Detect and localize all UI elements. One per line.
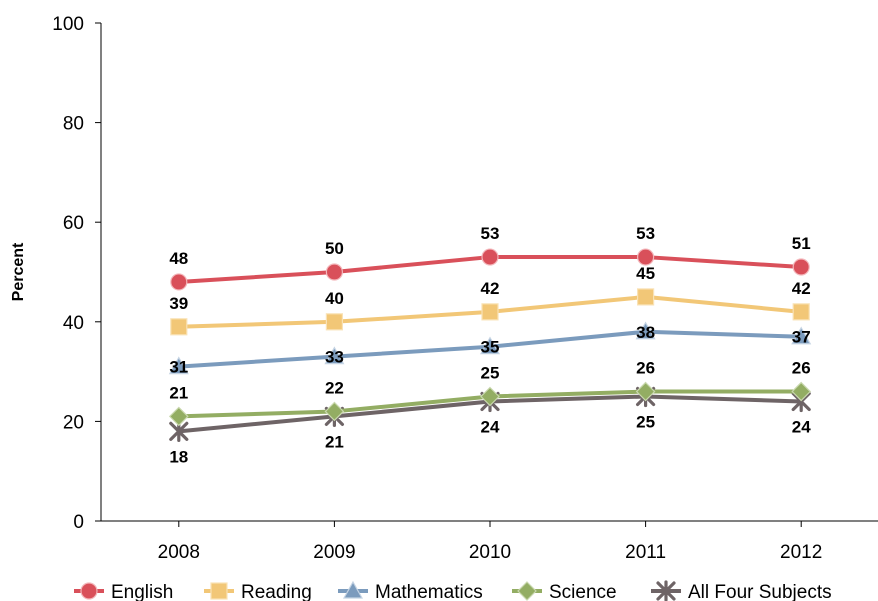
data-point — [791, 326, 812, 345]
x-tick-label: 2012 — [780, 542, 822, 563]
data-label: 33 — [325, 348, 344, 367]
y-tick-label: 40 — [63, 313, 84, 334]
data-label: 21 — [325, 432, 344, 451]
data-label: 31 — [169, 358, 188, 377]
data-point — [792, 258, 810, 276]
data-labels: 48 50 53 53 51 39 40 42 45 42 31 33 35 38 37 21 22 25 26 26… — [169, 224, 811, 466]
data-point — [170, 318, 188, 336]
y-tick-label: 0 — [73, 512, 84, 533]
data-point — [636, 248, 655, 266]
x-tick-label: 2009 — [313, 542, 355, 563]
data-point — [168, 356, 189, 375]
y-tick-label: 60 — [63, 213, 84, 234]
data-label: 21 — [169, 383, 188, 402]
data-label: 25 — [481, 364, 500, 383]
data-label: 45 — [636, 264, 655, 283]
series-reading — [170, 288, 810, 336]
data-point — [324, 401, 345, 422]
series-english — [170, 248, 810, 291]
legend-label: All Four Subjects — [688, 582, 832, 601]
x-tick-label: 2010 — [469, 542, 511, 563]
y-tick-label: 20 — [63, 412, 84, 433]
data-point — [636, 288, 655, 306]
legend-marker — [517, 581, 537, 601]
legend-marker — [80, 582, 98, 600]
data-point — [635, 321, 656, 340]
data-point — [792, 303, 810, 321]
data-label: 37 — [792, 328, 811, 347]
data-label: 53 — [636, 224, 655, 243]
legend-marker — [342, 580, 364, 599]
data-label: 40 — [325, 289, 344, 308]
series-lines — [168, 248, 812, 442]
legend-marker — [656, 580, 676, 601]
data-label: 39 — [169, 294, 188, 313]
data-label: 24 — [792, 417, 811, 436]
data-label: 24 — [481, 417, 500, 436]
legend-label: Mathematics — [375, 582, 483, 601]
data-label: 42 — [792, 279, 811, 298]
data-point — [635, 381, 656, 402]
legend-label: Science — [549, 582, 617, 601]
legend-label: English — [111, 582, 173, 601]
data-point — [481, 303, 499, 321]
data-point — [170, 273, 188, 291]
x-tick-label: 2008 — [158, 542, 200, 563]
data-label: 22 — [325, 378, 344, 397]
data-label: 50 — [325, 239, 344, 258]
legend-marker — [210, 582, 228, 600]
data-point — [479, 336, 501, 355]
series-science — [168, 381, 812, 427]
data-label: 35 — [481, 338, 500, 357]
data-label: 38 — [636, 323, 655, 342]
data-point — [481, 248, 499, 266]
data-point — [791, 381, 812, 402]
data-label: 25 — [636, 413, 655, 432]
data-label: 48 — [169, 249, 188, 268]
legend-item: Reading — [204, 582, 312, 601]
chart-axes: 0 20 40 60 80 100 2008 2009 2010 2011 2012 Percent — [10, 14, 878, 563]
data-point — [480, 386, 500, 407]
series-mathematics — [168, 321, 812, 375]
data-label: 42 — [481, 279, 500, 298]
chart-legend: English Reading Mathematics Science All Four… — [74, 580, 832, 601]
legend-item: English — [74, 582, 173, 601]
data-label: 53 — [481, 224, 500, 243]
y-tick-label: 100 — [52, 14, 84, 35]
legend-item: Mathematics — [338, 580, 483, 601]
y-axis-title: Percent — [10, 242, 27, 301]
data-label: 51 — [792, 234, 811, 253]
data-point — [325, 313, 343, 331]
legend-label: Reading — [241, 582, 312, 601]
data-label: 26 — [792, 359, 811, 378]
data-point — [168, 406, 189, 427]
data-label: 18 — [169, 447, 188, 466]
legend-item: All Four Subjects — [651, 580, 832, 601]
data-label: 26 — [636, 359, 655, 378]
legend-item: Science — [512, 581, 617, 601]
data-point — [325, 263, 343, 281]
x-tick-label: 2011 — [625, 542, 666, 563]
data-point — [324, 346, 345, 365]
y-tick-label: 80 — [63, 114, 84, 135]
